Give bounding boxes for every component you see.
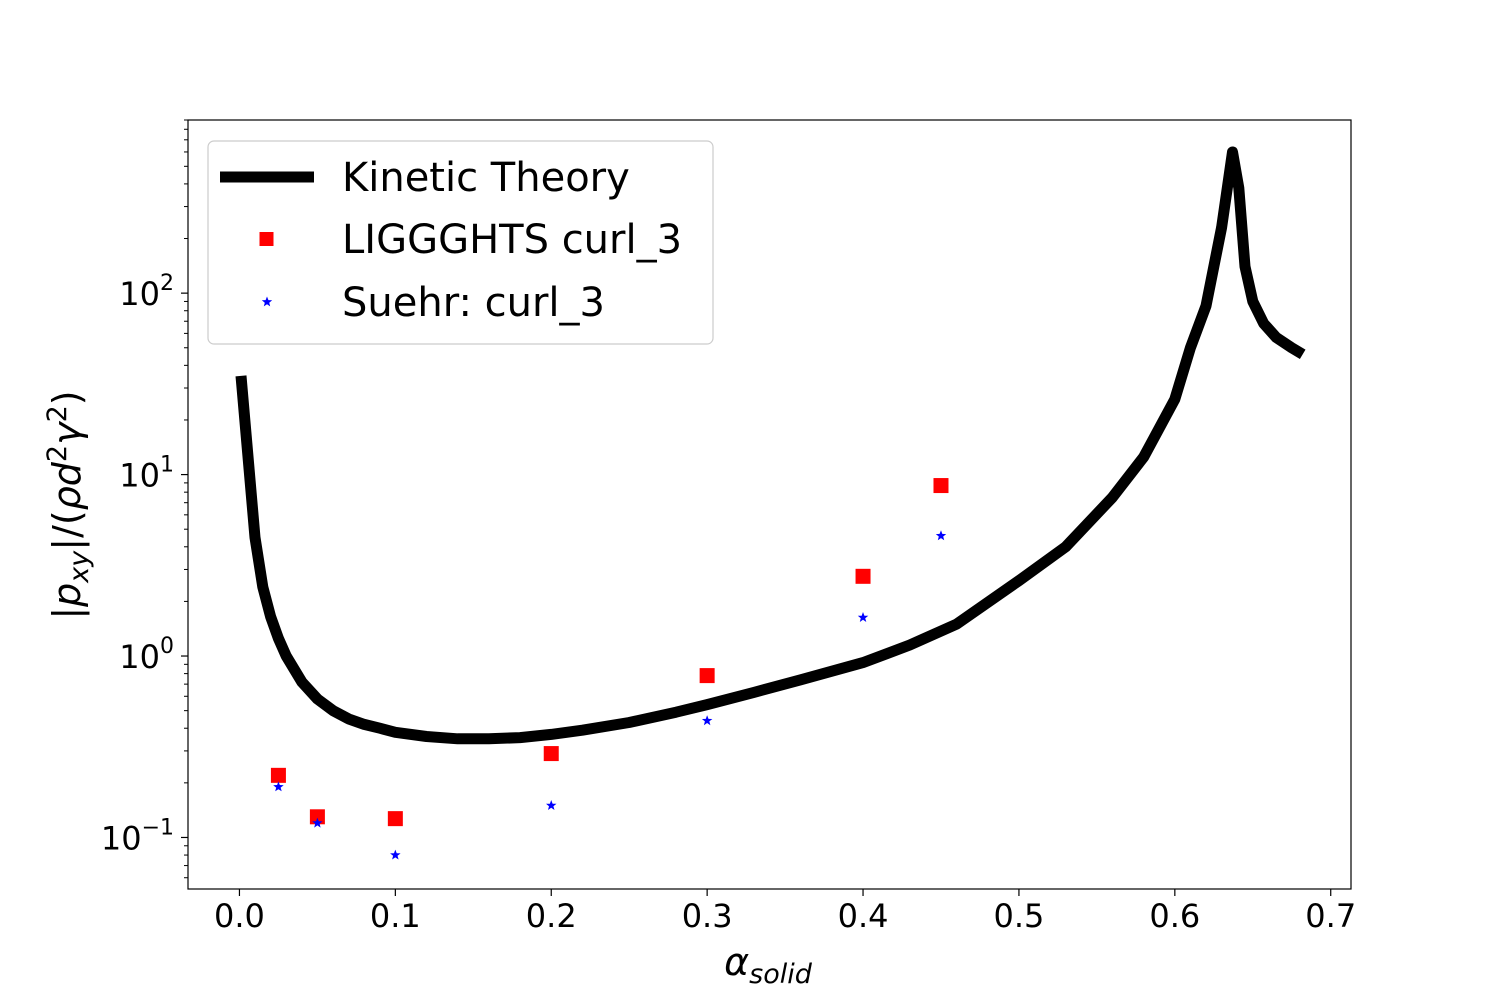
- y-tick-base: 10: [119, 638, 160, 676]
- plot-frame: [187, 119, 1352, 890]
- liggghts-point: [699, 668, 715, 684]
- y-tick-label: 100: [119, 634, 174, 676]
- y-label-p: p: [45, 583, 89, 608]
- liggghts-point: [933, 478, 949, 494]
- x-tick-label: 0.5: [993, 897, 1044, 935]
- x-axis-label-sub: solid: [749, 959, 813, 990]
- marker-layer: [270, 478, 949, 860]
- legend-label-liggghts: LIGGGHTS curl_3: [342, 217, 682, 263]
- y-label-d: d: [45, 461, 89, 486]
- kinetic-theory-line: [235, 146, 1306, 745]
- suehr-point: [273, 781, 284, 792]
- x-tick-label: 0.4: [838, 897, 889, 935]
- x-tick-label: 0.0: [214, 897, 265, 935]
- liggghts-point: [387, 811, 403, 827]
- suehr-point: [390, 849, 401, 860]
- suehr-point: [701, 715, 713, 726]
- x-axis-ticks: 0.0 0.1 0.2 0.3 0.4 0.5 0.6 0.7: [214, 889, 1356, 935]
- kinetic-theory-line-layer: [235, 146, 1306, 745]
- y-tick-label: 101: [119, 453, 174, 495]
- y-label-mid: |/(: [45, 510, 90, 550]
- y-label-sq1: 2: [42, 445, 73, 462]
- x-axis-label: αsolid: [724, 940, 813, 990]
- y-label-gamma: γ: [45, 420, 89, 445]
- y-tick-label: 102: [119, 271, 174, 313]
- y-label-close: ): [45, 390, 89, 405]
- legend-box: [207, 140, 714, 345]
- suehr-point: [546, 800, 557, 810]
- legend-label-kinetic-theory: Kinetic Theory: [342, 155, 630, 201]
- y-tick-exponent: −1: [142, 815, 174, 840]
- legend-star-swatch: [261, 296, 273, 307]
- y-label-p-sub: xy: [64, 550, 95, 584]
- x-tick-label: 0.2: [526, 897, 577, 935]
- y-tick-base: 10: [119, 275, 160, 313]
- y-tick-base: 10: [119, 457, 160, 495]
- suehr-point: [312, 817, 323, 828]
- suehr-point: [857, 612, 869, 622]
- y-label-rho: ρ: [45, 486, 89, 510]
- y-tick-exponent: 2: [160, 271, 174, 296]
- legend: Kinetic Theory LIGGGHTS curl_3 Suehr: cu…: [207, 140, 714, 345]
- x-tick-label: 0.6: [1149, 897, 1200, 935]
- legend-label-suehr: Suehr: curl_3: [342, 280, 605, 326]
- y-tick-exponent: 0: [160, 634, 174, 659]
- legend-square-swatch: [259, 232, 274, 246]
- y-axis-minor-ticks: [184, 119, 188, 879]
- liggghts-point: [309, 809, 325, 825]
- x-tick-label: 0.1: [370, 897, 421, 935]
- liggghts-point: [543, 746, 559, 762]
- suehr-point: [935, 530, 947, 541]
- y-label-bar-open: |: [45, 607, 90, 620]
- x-axis-label-main: α: [724, 940, 749, 984]
- liggghts-point: [855, 568, 871, 584]
- y-axis-label: |pxy|/(ρd2γ2): [42, 390, 95, 619]
- x-tick-label: 0.7: [1305, 897, 1356, 935]
- y-tick-base: 10: [101, 819, 142, 857]
- y-tick-label: 10−1: [101, 815, 174, 857]
- y-label-sq2: 2: [42, 405, 73, 422]
- liggghts-point: [270, 767, 286, 783]
- y-tick-exponent: 1: [160, 453, 174, 478]
- x-tick-label: 0.3: [682, 897, 733, 935]
